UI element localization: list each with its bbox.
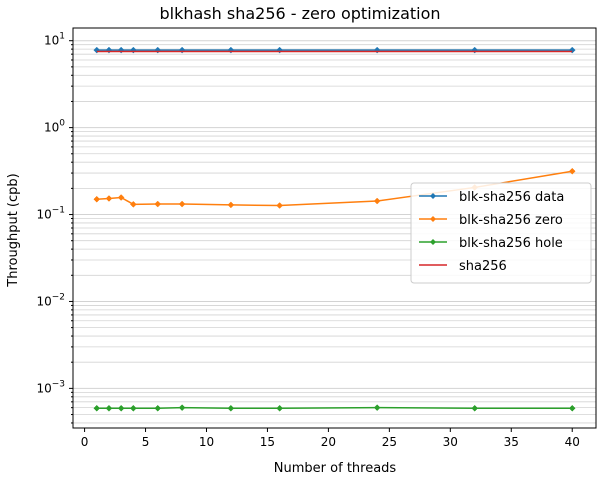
chart-title: blkhash sha256 - zero optimization xyxy=(159,4,440,23)
x-tick-label: 30 xyxy=(443,435,458,449)
x-axis: 0 5 10 15 20 25 30 35 40 xyxy=(81,428,580,449)
x-tick-label: 35 xyxy=(504,435,519,449)
data-point xyxy=(471,404,479,412)
data-point xyxy=(227,201,235,209)
legend-label: sha256 xyxy=(459,259,507,274)
legend-marker xyxy=(430,216,436,222)
legend-marker xyxy=(430,193,436,199)
data-point xyxy=(154,200,162,208)
legend-item-blk-sha256-data: blk-sha256 data xyxy=(419,190,564,205)
data-point xyxy=(93,404,101,412)
data-point xyxy=(227,404,235,412)
y-tick-label: 10−1 xyxy=(36,206,65,222)
legend-item-blk-sha256-hole: blk-sha256 hole xyxy=(419,236,563,251)
data-point xyxy=(154,404,162,412)
series-blk-sha256-hole xyxy=(93,404,576,412)
y-tick-label-base: 10 xyxy=(36,381,51,395)
y-axis-label: Throughput (cpb) xyxy=(6,173,21,287)
data-point xyxy=(129,404,137,412)
legend-label: blk-sha256 hole xyxy=(459,236,563,251)
y-tick-label-exponent: −1 xyxy=(52,206,65,216)
data-point xyxy=(276,404,283,412)
series-blk-sha256-zero xyxy=(93,167,576,209)
y-tick-label-base: 10 xyxy=(44,34,59,48)
data-point xyxy=(129,200,137,208)
legend-item-blk-sha256-zero: blk-sha256 zero xyxy=(419,213,563,228)
legend-label: blk-sha256 data xyxy=(459,190,564,205)
y-tick-label-exponent: −3 xyxy=(52,379,65,389)
legend-box xyxy=(410,182,592,284)
x-tick-label: 5 xyxy=(142,435,150,449)
y-tick-label: 100 xyxy=(44,119,65,135)
data-point xyxy=(117,404,125,412)
data-point xyxy=(373,404,381,412)
legend-item-sha256: sha256 xyxy=(419,259,507,274)
y-tick-label-base: 10 xyxy=(44,121,59,135)
data-point xyxy=(568,167,576,175)
data-point xyxy=(117,194,125,201)
y-tick-label: 101 xyxy=(44,32,65,48)
data-point xyxy=(178,200,186,208)
data-point xyxy=(105,195,113,202)
x-tick-label: 40 xyxy=(565,435,580,449)
data-point xyxy=(105,404,113,412)
y-tick-label-exponent: 0 xyxy=(59,119,65,129)
y-tick-label: 10−2 xyxy=(36,292,65,308)
data-point xyxy=(568,404,576,412)
x-tick-label: 0 xyxy=(81,435,89,449)
y-tick-label-base: 10 xyxy=(36,294,51,308)
series-line xyxy=(96,406,573,410)
data-point xyxy=(276,202,283,209)
x-tick-label: 20 xyxy=(321,435,336,449)
data-point xyxy=(93,195,101,203)
x-tick-label: 15 xyxy=(260,435,275,449)
legend-label: blk-sha256 zero xyxy=(459,213,563,228)
x-axis-label: Number of threads xyxy=(274,461,397,476)
data-point xyxy=(178,404,186,412)
legend: blk-sha256 data blk-sha256 zero blk-sha256… xyxy=(410,182,592,284)
y-tick-label-exponent: −2 xyxy=(52,292,65,302)
series-layer xyxy=(93,46,576,412)
x-tick-label: 10 xyxy=(199,435,214,449)
legend-marker xyxy=(430,239,436,245)
x-tick-label: 25 xyxy=(382,435,397,449)
data-point xyxy=(373,197,381,205)
y-tick-label-exponent: 1 xyxy=(59,32,65,42)
y-tick-label: 10−3 xyxy=(36,379,65,395)
y-tick-label-base: 10 xyxy=(36,208,51,222)
